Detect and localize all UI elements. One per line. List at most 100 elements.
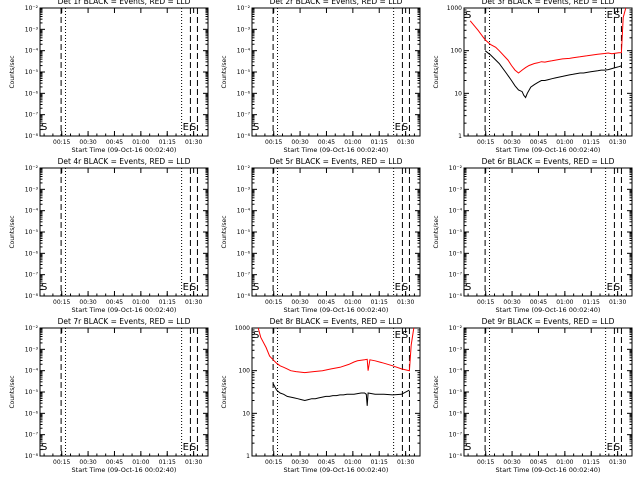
y-tick-label: 10⁻⁴ xyxy=(237,48,251,55)
y-tick-label: 10⁻⁵ xyxy=(25,389,39,396)
y-tick-label: 10⁻⁴ xyxy=(237,208,251,215)
x-tick-label: 00:30 xyxy=(79,299,96,306)
x-tick-label: 00:15 xyxy=(477,299,494,306)
y-tick-label: 10⁻² xyxy=(449,325,463,332)
panel-title: Det 5r BLACK = Events, RED = LLD xyxy=(270,157,403,166)
y-axis-label: Counts/sec xyxy=(221,55,228,88)
x-axis-label: Start Time (09-Oct-16 00:02:40) xyxy=(496,146,601,154)
y-tick-label: 10⁻⁸ xyxy=(449,453,463,460)
marker-label-s2: S xyxy=(614,442,620,453)
x-tick-label: 01:15 xyxy=(159,299,176,306)
marker-label-s: S xyxy=(253,122,259,133)
panel-title: Det 3r BLACK = Events, RED = LLD xyxy=(482,0,615,6)
x-tick-label: 00:45 xyxy=(106,299,123,306)
marker-label-e: E xyxy=(395,122,401,133)
marker-label-s: S xyxy=(41,122,47,133)
y-tick-label: 10⁻⁵ xyxy=(449,229,463,236)
y-axis-label: Counts/sec xyxy=(221,215,228,248)
plot-frame xyxy=(463,7,633,137)
x-tick-label: 01:15 xyxy=(583,299,600,306)
y-tick-label: 10⁻³ xyxy=(449,346,463,353)
marker-label-s: S xyxy=(41,442,47,453)
y-tick-label: 10⁻² xyxy=(25,165,39,172)
panel-title: Det 8r BLACK = Events, RED = LLD xyxy=(270,317,403,326)
x-tick-label: 01:00 xyxy=(556,459,573,466)
y-axis-label: Counts/sec xyxy=(221,375,228,408)
x-tick-label: 01:00 xyxy=(344,299,361,306)
x-tick-label: 01:00 xyxy=(132,139,149,146)
marker-label-s: S xyxy=(41,282,47,293)
x-tick-label: 01:30 xyxy=(397,459,414,466)
panel-4: Det 4r BLACK = Events, RED = LLD 10⁻⁸ 10⁻⁷… xyxy=(9,157,209,314)
x-tick-label: 00:30 xyxy=(503,139,520,146)
y-tick-label: 10⁻⁶ xyxy=(25,410,39,417)
marker-label-s: S xyxy=(465,10,471,21)
x-tick-label: 01:30 xyxy=(609,299,626,306)
y-tick-label: 10⁻² xyxy=(25,5,39,12)
x-axis-label: Start Time (09-Oct-16 00:02:40) xyxy=(72,146,177,154)
x-tick-label: 01:30 xyxy=(397,299,414,306)
y-tick-label: 10⁻³ xyxy=(237,186,251,193)
y-tick-label: 10⁻⁷ xyxy=(449,272,463,279)
y-tick-label: 10⁻⁷ xyxy=(25,272,39,279)
y-tick-label: 10⁻⁴ xyxy=(25,208,39,215)
x-tick-label: 00:45 xyxy=(318,459,335,466)
y-tick-label: 10 xyxy=(454,90,462,97)
series-line-1 xyxy=(469,7,627,74)
x-tick-label: 01:15 xyxy=(583,139,600,146)
series-line-1 xyxy=(257,327,415,374)
x-axis-label: Start Time (09-Oct-16 00:02:40) xyxy=(496,466,601,474)
panel-6: Det 6r BLACK = Events, RED = LLD 10⁻⁸ 10⁻⁷… xyxy=(433,157,633,314)
y-tick-label: 1 xyxy=(246,453,250,460)
y-tick-label: 10⁻⁶ xyxy=(449,250,463,257)
x-tick-label: 00:30 xyxy=(291,459,308,466)
x-tick-label: 00:45 xyxy=(318,139,335,146)
panel-5: Det 5r BLACK = Events, RED = LLD 10⁻⁸ 10⁻⁷… xyxy=(221,157,421,314)
y-tick-label: 10⁻⁷ xyxy=(237,272,251,279)
marker-label-e: E xyxy=(395,330,401,341)
y-tick-label: 10⁻⁶ xyxy=(449,410,463,417)
x-axis-label: Start Time (09-Oct-16 00:02:40) xyxy=(496,306,601,314)
x-axis-label: Start Time (09-Oct-16 00:02:40) xyxy=(72,466,177,474)
y-tick-label: 10⁻⁷ xyxy=(237,112,251,119)
y-tick-label: 100 xyxy=(239,368,251,375)
y-axis-label: Counts/sec xyxy=(433,55,440,88)
marker-label-s2: S xyxy=(190,282,196,293)
y-tick-label: 1000 xyxy=(235,325,250,332)
x-tick-label: 01:15 xyxy=(371,139,388,146)
marker-label-s2: S xyxy=(402,122,408,133)
x-tick-label: 01:00 xyxy=(556,139,573,146)
y-tick-label: 10⁻⁸ xyxy=(25,453,39,460)
x-tick-label: 00:30 xyxy=(291,139,308,146)
x-tick-label: 01:15 xyxy=(371,459,388,466)
marker-label-e: E xyxy=(183,282,189,293)
y-tick-label: 10⁻⁶ xyxy=(237,250,251,257)
marker-label-s2: S xyxy=(402,282,408,293)
y-tick-label: 10⁻⁷ xyxy=(449,432,463,439)
x-tick-label: 00:15 xyxy=(53,139,70,146)
panel-title: Det 6r BLACK = Events, RED = LLD xyxy=(482,157,615,166)
x-tick-label: 00:45 xyxy=(106,139,123,146)
marker-label-e: E xyxy=(607,10,613,21)
marker-label-s2: S xyxy=(190,122,196,133)
x-tick-label: 01:30 xyxy=(609,459,626,466)
y-tick-label: 10⁻⁴ xyxy=(449,368,463,375)
x-tick-label: 01:30 xyxy=(609,139,626,146)
x-tick-label: 00:15 xyxy=(265,299,282,306)
x-tick-label: 01:15 xyxy=(583,459,600,466)
y-tick-label: 10⁻⁵ xyxy=(237,69,251,76)
y-tick-label: 10⁻⁶ xyxy=(25,250,39,257)
y-tick-label: 1000 xyxy=(447,5,462,12)
x-tick-label: 01:00 xyxy=(132,459,149,466)
y-tick-label: 10⁻² xyxy=(25,325,39,332)
marker-label-s: S xyxy=(465,442,471,453)
y-axis-label: Counts/sec xyxy=(433,215,440,248)
x-tick-label: 00:45 xyxy=(318,299,335,306)
x-tick-label: 00:45 xyxy=(106,459,123,466)
panel-8: Det 8r BLACK = Events, RED = LLD 1 10 100 10… xyxy=(221,317,421,474)
y-tick-label: 10⁻⁴ xyxy=(25,368,39,375)
x-axis-label: Start Time (09-Oct-16 00:02:40) xyxy=(284,466,389,474)
y-tick-label: 10⁻⁷ xyxy=(25,432,39,439)
y-tick-label: 10 xyxy=(242,410,250,417)
